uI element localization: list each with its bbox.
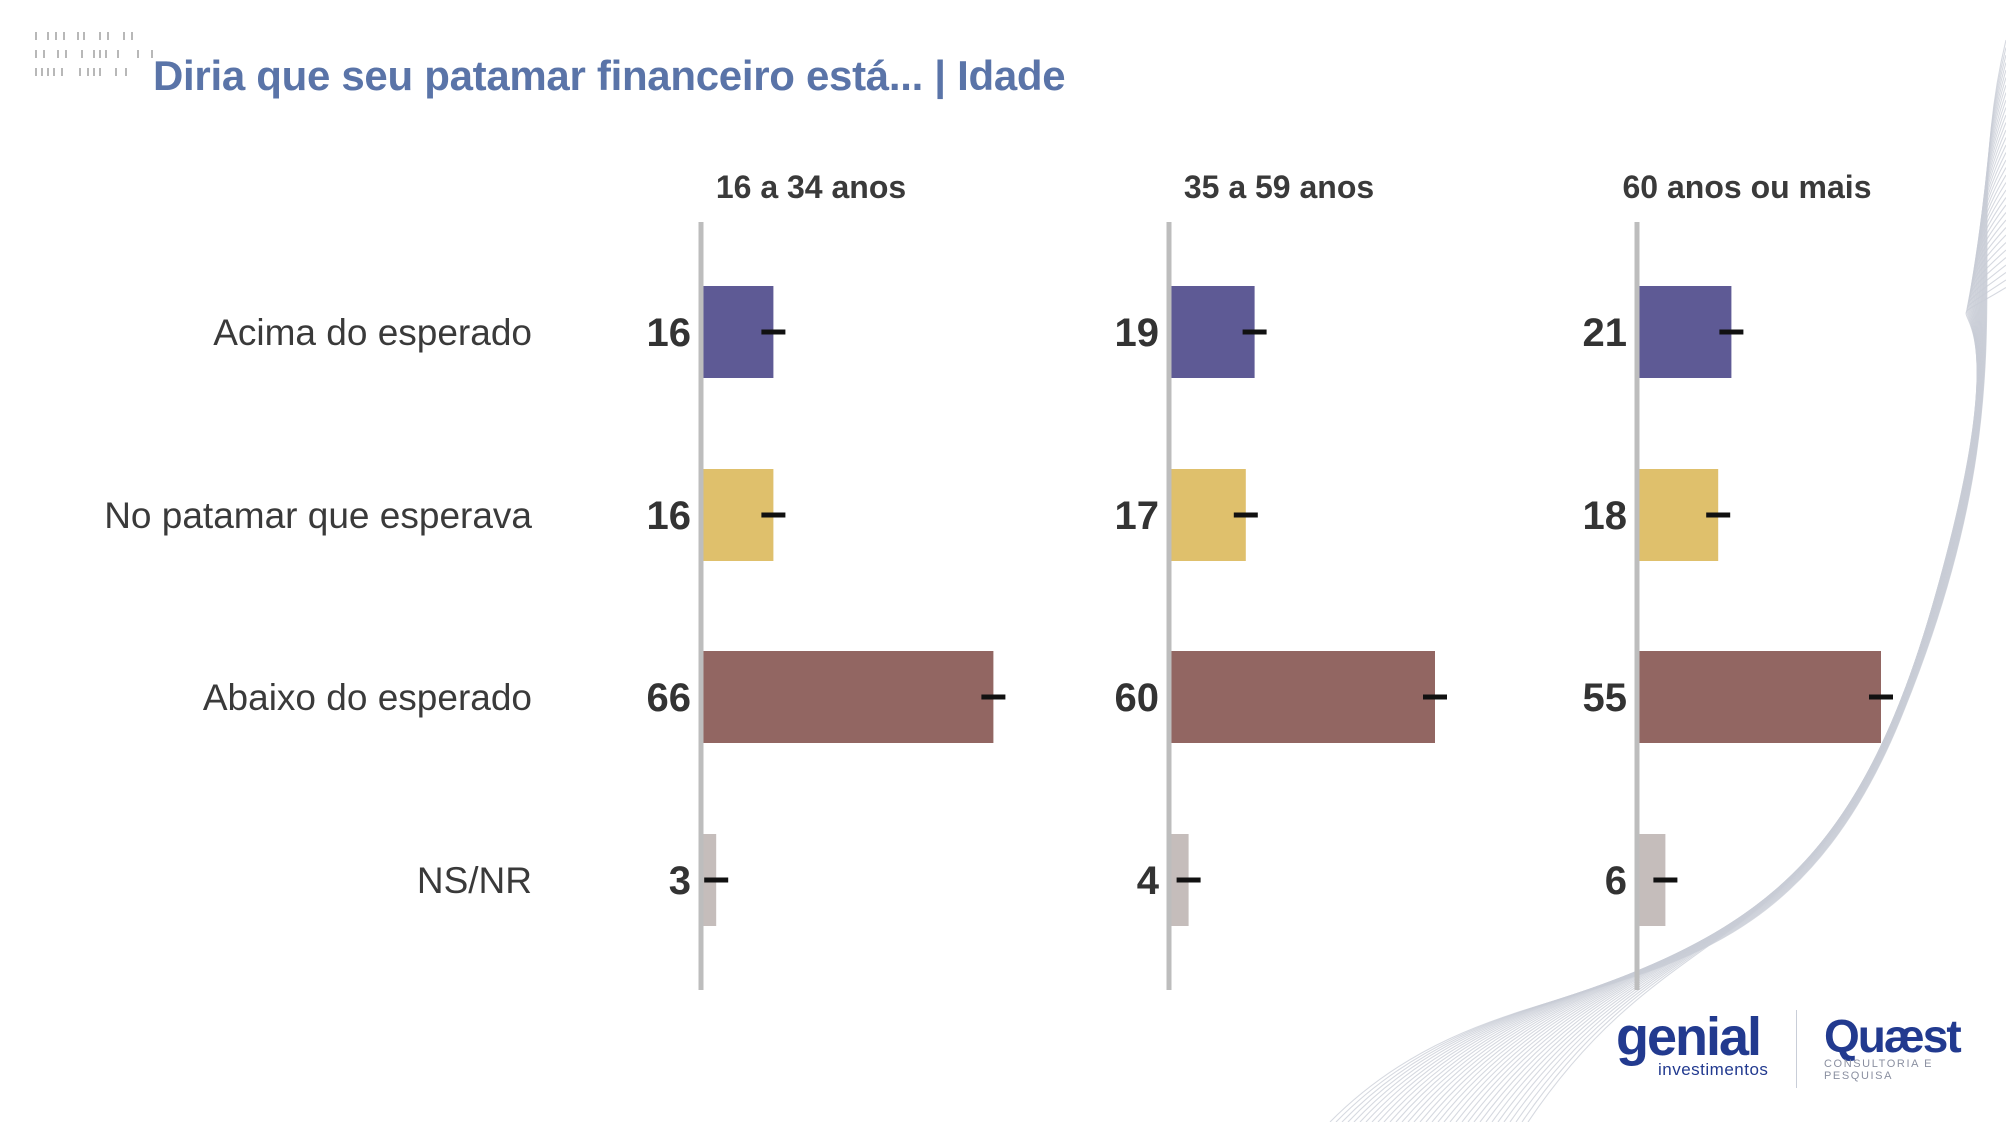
bar: [1639, 286, 1732, 378]
wave-line: [1527, 287, 2006, 1122]
quaest-logo-word: Quæst: [1824, 1010, 1962, 1062]
panel-title: 16 a 34 anos: [716, 169, 906, 205]
bar: [1639, 651, 1881, 743]
genial-logo: genial investimentos: [1616, 1010, 1768, 1080]
quaest-logo-sub: CONSULTORIA E PESQUISA: [1824, 1058, 1934, 1082]
corner-dashes-decoration: [35, 32, 153, 76]
panel-title: 60 anos ou mais: [1623, 169, 1872, 205]
panel-title: 35 a 59 anos: [1184, 169, 1374, 205]
category-label: No patamar que esperava: [104, 495, 532, 536]
value-label: 4: [1137, 859, 1160, 903]
bar: [1171, 469, 1246, 561]
category-label: NS/NR: [417, 860, 532, 901]
genial-logo-sub: investimentos: [1658, 1060, 1769, 1079]
value-label: 16: [647, 494, 692, 538]
value-label: 60: [1115, 676, 1160, 720]
bar: [1171, 651, 1435, 743]
value-label: 19: [1115, 311, 1160, 355]
value-label: 55: [1583, 676, 1628, 720]
category-label: Abaixo do esperado: [203, 677, 532, 718]
value-label: 66: [647, 676, 692, 720]
value-label: 6: [1605, 859, 1627, 903]
bar: [1639, 469, 1719, 561]
genial-logo-word: genial: [1616, 1007, 1762, 1067]
value-label: 16: [647, 311, 692, 355]
category-label: Acima do esperado: [213, 312, 532, 353]
bar: [1171, 286, 1255, 378]
value-label: 3: [669, 859, 691, 903]
value-label: 17: [1115, 494, 1160, 538]
bar: [703, 651, 994, 743]
slide-title: Diria que seu patamar financeiro está...…: [153, 52, 1066, 99]
quaest-logo: Quæst CONSULTORIA E PESQUISA: [1824, 1012, 1990, 1082]
logos: genial investimentos Quæst CONSULTORIA E…: [1610, 1010, 1990, 1110]
value-label: 21: [1583, 311, 1628, 355]
value-label: 18: [1583, 494, 1628, 538]
logo-divider: [1796, 1010, 1797, 1088]
